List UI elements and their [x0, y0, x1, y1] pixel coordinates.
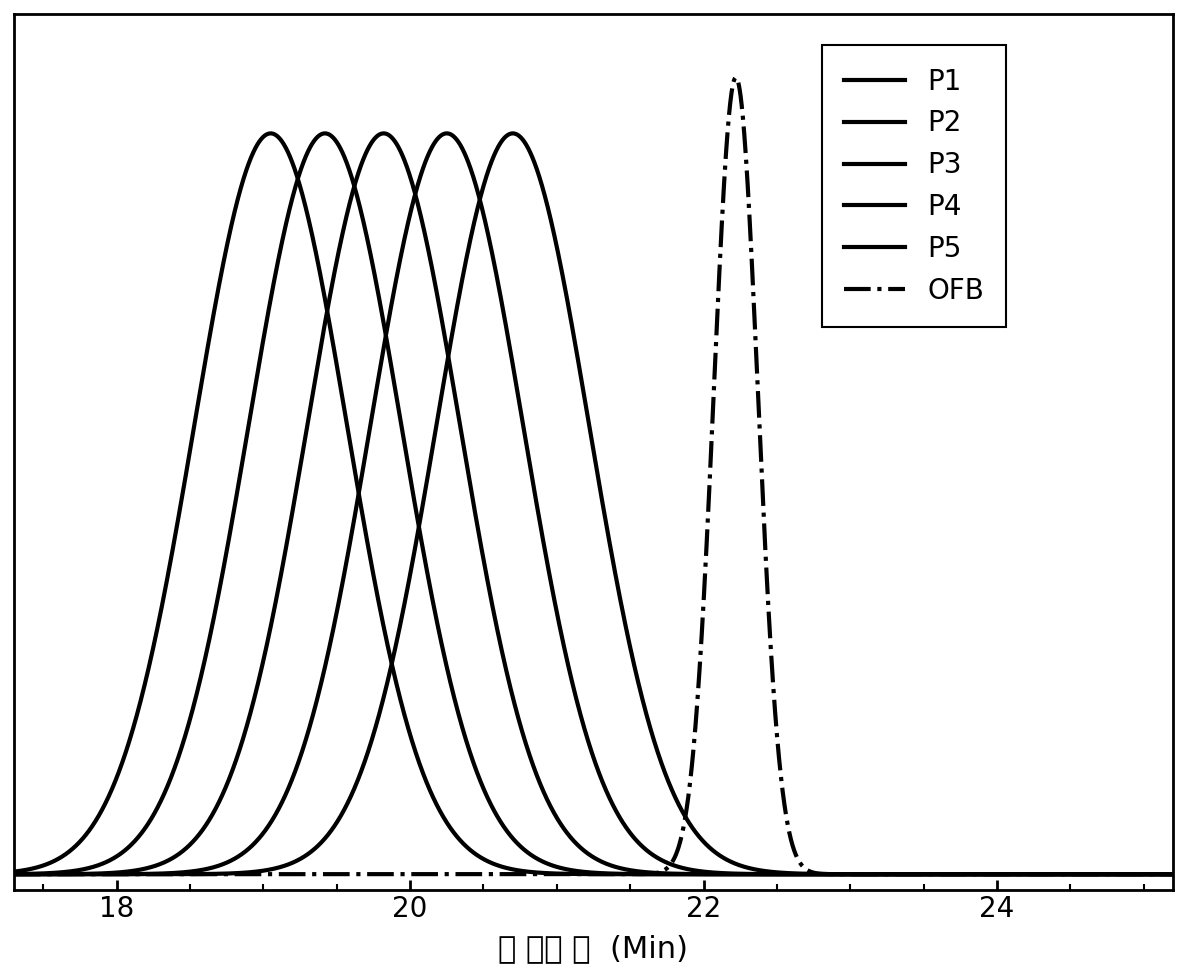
P3	[531, 771, 545, 783]
P3	[376, 128, 391, 140]
P1	[264, 128, 278, 140]
P4	[531, 502, 545, 514]
P4	[14, 869, 28, 880]
P2	[531, 853, 545, 865]
Line: OFB: OFB	[0, 77, 1187, 874]
OFB	[14, 869, 28, 880]
OFB	[531, 869, 545, 880]
P4	[439, 128, 453, 140]
OFB	[729, 71, 743, 83]
Line: P3: P3	[0, 134, 1187, 874]
Line: P1: P1	[0, 134, 1187, 874]
Line: P5: P5	[0, 134, 1187, 874]
P3	[14, 869, 28, 880]
Line: P4: P4	[0, 134, 1187, 874]
P2	[14, 869, 28, 880]
Line: P2: P2	[0, 134, 1187, 874]
P5	[531, 165, 545, 177]
Legend: P1, P2, P3, P4, P5, OFB: P1, P2, P3, P4, P5, OFB	[821, 45, 1007, 327]
P1	[14, 865, 28, 876]
X-axis label: 流 出时 间  (Min): 流 出时 间 (Min)	[499, 934, 688, 963]
P5	[14, 869, 28, 880]
P2	[318, 128, 332, 140]
P1	[531, 867, 545, 878]
P5	[506, 128, 520, 140]
